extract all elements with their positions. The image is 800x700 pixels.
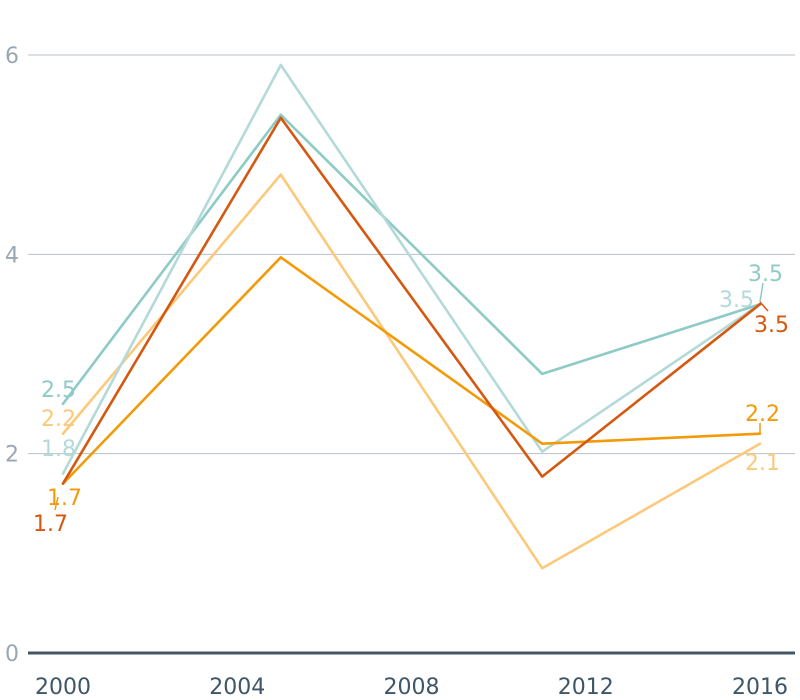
- end-label-leader: [759, 301, 769, 312]
- end-label-leader: [759, 282, 764, 303]
- series-line-1: [61, 113, 762, 406]
- end-value-label: 3.5: [754, 313, 789, 338]
- y-tick-label: 2: [5, 443, 19, 468]
- end-value-label: 3.5: [748, 262, 783, 287]
- x-tick-label: 2016: [732, 675, 788, 700]
- y-tick-label: 6: [5, 44, 19, 69]
- series-line-4: [61, 256, 762, 485]
- start-value-label: 2.5: [41, 378, 76, 403]
- end-value-label: 3.5: [719, 288, 754, 313]
- start-label-leader: [54, 496, 59, 511]
- label-layer: 2.5 3.5 2.2 2.1 1.8 3.5 1.7 2.2 1.7 3.5: [33, 262, 789, 537]
- x-tick-label: 2012: [558, 675, 614, 700]
- y-tick-label: 0: [5, 642, 19, 667]
- start-value-label: 1.8: [41, 437, 76, 462]
- start-value-label: 1.7: [47, 486, 82, 511]
- start-value-label: 2.2: [41, 407, 76, 432]
- start-value-label: 1.7: [33, 512, 68, 537]
- x-tick-label: 2004: [209, 675, 265, 700]
- series-line-5: [61, 116, 762, 485]
- end-value-label: 2.1: [745, 451, 780, 476]
- grid-layer: [28, 54, 795, 455]
- y-tick-label: 4: [5, 243, 19, 268]
- x-tick-label: 2000: [35, 675, 91, 700]
- axis-layer: 0 2 4 6 2000 2004 2008 2012 2016: [5, 44, 795, 700]
- end-value-label: 2.2: [745, 402, 780, 427]
- x-tick-label: 2008: [384, 675, 440, 700]
- series-line-2: [61, 173, 762, 570]
- series-layer: [61, 63, 762, 570]
- series-line-3: [61, 63, 762, 475]
